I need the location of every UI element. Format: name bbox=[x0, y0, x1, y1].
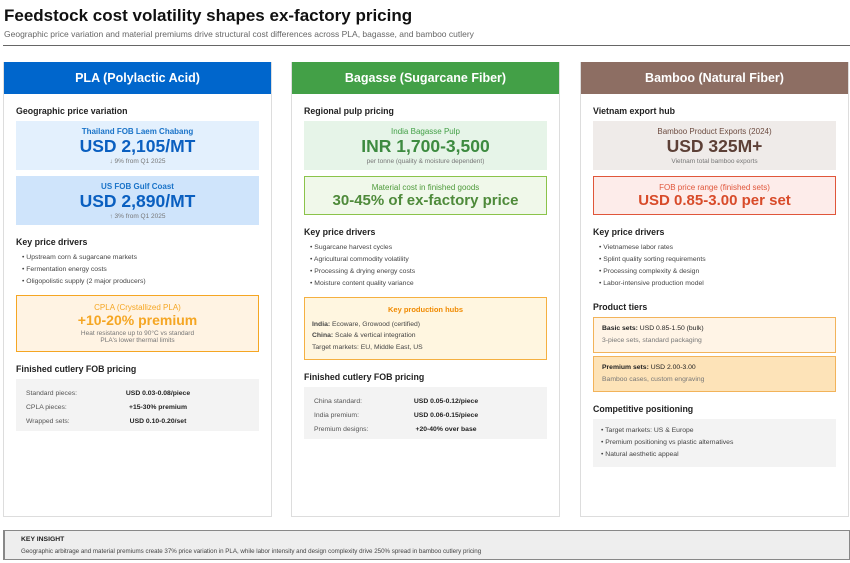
stat-value: 30-45% of ex-factory price bbox=[332, 192, 519, 210]
row-label: India premium: bbox=[314, 412, 359, 420]
section-heading: Finished cutlery FOB pricing bbox=[304, 372, 425, 383]
row-value: USD 0.05-0.12/piece bbox=[413, 398, 479, 406]
stat-value: USD 0.85-3.00 per set bbox=[638, 192, 791, 210]
row-value: USD 0.06-0.15/piece bbox=[413, 412, 479, 420]
competitive-list: Target markets: US & Europe Premium posi… bbox=[595, 425, 834, 461]
target-markets: Target markets: EU, Middle East, US bbox=[312, 343, 423, 351]
list-item: Fermentation energy costs bbox=[22, 264, 259, 276]
row-label: China standard: bbox=[314, 398, 362, 406]
hub-china: China: Scale & vertical integration bbox=[312, 332, 416, 340]
exports-card: Bamboo Product Exports (2024) USD 325M+ … bbox=[593, 121, 836, 171]
table-row: India premium: USD 0.06-0.15/piece bbox=[314, 409, 537, 423]
cpla-card: CPLA (Crystallized PLA) +10-20% premium … bbox=[16, 295, 259, 353]
hub-india: India: Ecoware, Growood (certified) bbox=[312, 320, 421, 328]
page-subtitle: Geographic price variation and material … bbox=[4, 29, 474, 39]
insight-text: Geographic arbitrage and material premiu… bbox=[21, 548, 482, 555]
row-value: USD 0.03-0.08/piece bbox=[125, 390, 191, 398]
table-row: China standard: USD 0.05-0.12/piece bbox=[314, 395, 537, 409]
drivers-list: Upstream corn & sugarcane markets Fermen… bbox=[16, 252, 259, 288]
section-heading: Product tiers bbox=[593, 302, 648, 313]
tier-basic: Basic sets: USD 0.85-1.50 (bulk) 3-piece… bbox=[593, 317, 836, 354]
stat-value: USD 2,890/MT bbox=[79, 191, 196, 212]
thailand-price-card: Thailand FOB Laem Chabang USD 2,105/MT ↓… bbox=[16, 121, 259, 171]
row-label: CPLA pieces: bbox=[26, 404, 67, 412]
section-heading: Vietnam export hub bbox=[593, 106, 675, 116]
list-item: Sugarcane harvest cycles bbox=[310, 242, 547, 254]
bagasse-column: Bagasse (Sugarcane Fiber) Regional pulp … bbox=[291, 62, 560, 517]
section-heading: Finished cutlery FOB pricing bbox=[16, 364, 137, 375]
tier-sub: Bamboo cases, custom engraving bbox=[602, 376, 705, 384]
stat-label: Bamboo Product Exports (2024) bbox=[657, 127, 772, 136]
bamboo-header: Bamboo (Natural Fiber) bbox=[581, 62, 848, 94]
drivers-list: Vietnamese labor rates Splint quality so… bbox=[593, 242, 836, 290]
divider bbox=[3, 45, 850, 46]
hubs-title: Key production hubs bbox=[388, 305, 463, 315]
list-item: Target markets: US & Europe bbox=[601, 425, 834, 437]
competitive-box: Target markets: US & Europe Premium posi… bbox=[593, 419, 836, 468]
table-row: Wrapped sets: USD 0.10-0.20/set bbox=[26, 415, 249, 429]
table-row: Premium designs: +20-40% over base bbox=[314, 423, 537, 437]
list-item: Splint quality sorting requirements bbox=[599, 254, 836, 266]
stat-value: +10-20% premium bbox=[77, 312, 198, 329]
stat-note: ↓ 9% from Q1 2025 bbox=[109, 158, 166, 166]
row-label: Wrapped sets: bbox=[26, 418, 70, 426]
stat-label: FOB price range (finished sets) bbox=[659, 183, 770, 193]
section-heading: Key price drivers bbox=[16, 237, 88, 248]
stat-label: CPLA (Crystallized PLA) bbox=[94, 303, 181, 313]
section-heading: Geographic price variation bbox=[16, 106, 128, 116]
row-label: Premium designs: bbox=[314, 426, 369, 434]
bamboo-column: Bamboo (Natural Fiber) Vietnam export hu… bbox=[580, 62, 849, 517]
production-hubs-card: Key production hubs India: Ecoware, Grow… bbox=[304, 297, 547, 361]
stat-label: US FOB Gulf Coast bbox=[101, 182, 174, 192]
bagasse-header: Bagasse (Sugarcane Fiber) bbox=[292, 62, 559, 94]
pla-header: PLA (Polylactic Acid) bbox=[4, 62, 271, 94]
row-value: +15-30% premium bbox=[129, 404, 187, 412]
list-item: Vietnamese labor rates bbox=[599, 242, 836, 254]
stat-note: Vietnam total bamboo exports bbox=[671, 158, 758, 166]
section-heading: Competitive positioning bbox=[593, 404, 694, 415]
tier-premium: Premium sets: USD 2.00-3.00 Bamboo cases… bbox=[593, 356, 836, 393]
stat-label: India Bagasse Pulp bbox=[391, 127, 460, 136]
fob-table: China standard: USD 0.05-0.12/piece India… bbox=[304, 387, 547, 440]
pla-column: PLA (Polylactic Acid) Geographic price v… bbox=[3, 62, 272, 517]
list-item: Labor-intensive production model bbox=[599, 278, 836, 290]
stat-note: Heat resistance up to 90°C vs standard bbox=[80, 330, 195, 338]
list-item: Processing complexity & design bbox=[599, 266, 836, 278]
stat-note: ↑ 3% from Q1 2025 bbox=[109, 213, 166, 221]
list-item: Upstream corn & sugarcane markets bbox=[22, 252, 259, 264]
table-row: CPLA pieces: +15-30% premium bbox=[26, 401, 249, 415]
insight-heading: KEY INSIGHT bbox=[21, 536, 65, 543]
table-row: Standard pieces: USD 0.03-0.08/piece bbox=[26, 387, 249, 401]
section-heading: Key price drivers bbox=[593, 227, 665, 238]
stat-value: INR 1,700-3,500 bbox=[361, 136, 490, 156]
section-heading: Key price drivers bbox=[304, 227, 376, 238]
tier-sub: 3-piece sets, standard packaging bbox=[602, 337, 702, 345]
stat-label: Thailand FOB Laem Chabang bbox=[81, 127, 194, 136]
stat-note: PLA's lower thermal limits bbox=[100, 337, 175, 345]
india-pulp-card: India Bagasse Pulp INR 1,700-3,500 per t… bbox=[304, 121, 547, 171]
row-value: +20-40% over base bbox=[415, 426, 477, 434]
list-item: Oligopolistic supply (2 major producers) bbox=[22, 276, 259, 288]
list-item: Moisture content quality variance bbox=[310, 278, 547, 290]
list-item: Premium positioning vs plastic alternati… bbox=[601, 437, 834, 449]
drivers-list: Sugarcane harvest cycles Agricultural co… bbox=[304, 242, 547, 290]
fob-range-card: FOB price range (finished sets) USD 0.85… bbox=[593, 176, 836, 216]
us-price-card: US FOB Gulf Coast USD 2,890/MT ↑ 3% from… bbox=[16, 176, 259, 226]
row-label: Standard pieces: bbox=[26, 390, 78, 398]
material-cost-card: Material cost in finished goods 30-45% o… bbox=[304, 176, 547, 216]
page-title: Feedstock cost volatility shapes ex-fact… bbox=[4, 6, 413, 25]
list-item: Natural aesthetic appeal bbox=[601, 449, 834, 461]
stat-note: per tonne (quality & moisture dependent) bbox=[366, 158, 485, 166]
fob-table: Standard pieces: USD 0.03-0.08/piece CPLA… bbox=[16, 379, 259, 432]
stat-value: USD 325M+ bbox=[666, 136, 763, 156]
stat-label: Material cost in finished goods bbox=[371, 183, 480, 193]
list-item: Processing & drying energy costs bbox=[310, 266, 547, 278]
row-value: USD 0.10-0.20/set bbox=[129, 418, 187, 426]
section-heading: Regional pulp pricing bbox=[304, 106, 394, 116]
list-item: Agricultural commodity volatility bbox=[310, 254, 547, 266]
key-insight-box: KEY INSIGHT Geographic arbitrage and mat… bbox=[3, 530, 850, 560]
stat-value: USD 2,105/MT bbox=[79, 136, 196, 156]
